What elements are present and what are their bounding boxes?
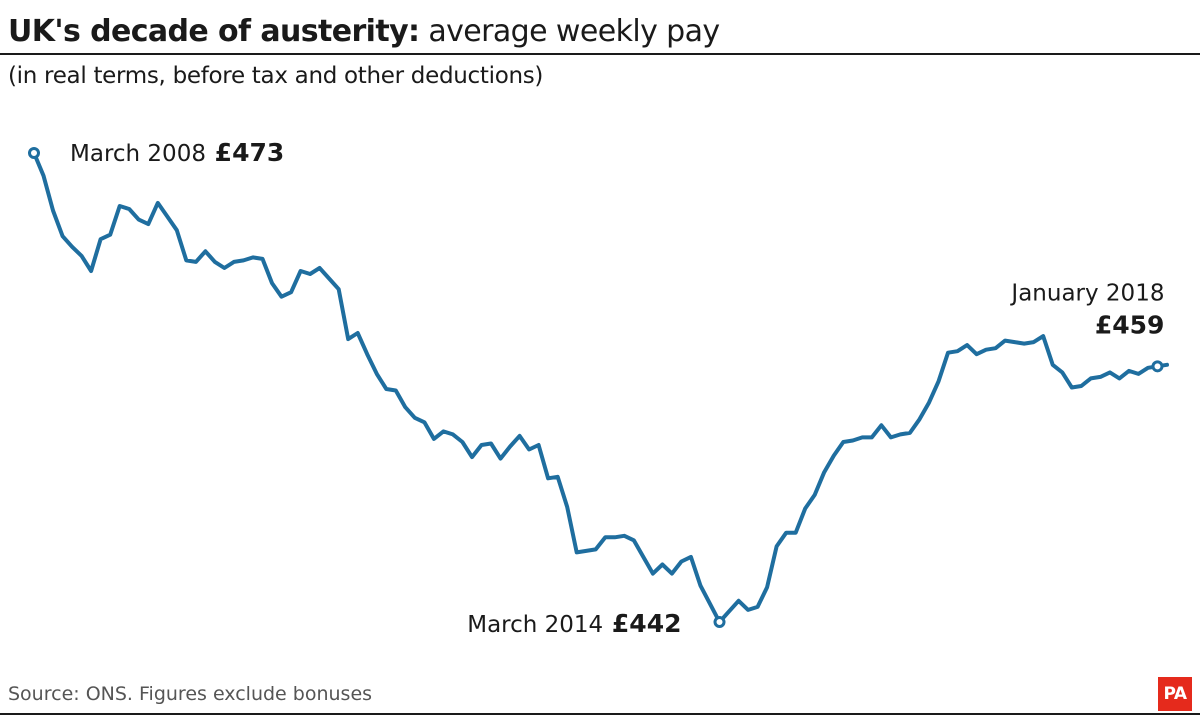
annotation-date: March 2008 (70, 141, 206, 167)
endpoint-marker (713, 616, 726, 628)
title-bold: UK's decade of austerity: (8, 14, 420, 49)
annotation-value: £442 (603, 609, 681, 638)
footer-rule (0, 713, 1200, 715)
annotation-date: January 2018 (1009, 280, 1164, 306)
pa-logo: PA (1158, 677, 1192, 711)
annotation-value: £473 (206, 138, 284, 167)
annotation-value: £459 (1095, 310, 1165, 339)
series-line (32, 151, 1169, 624)
endpoint-marker (1151, 360, 1164, 373)
point-annotation: March 2014 £442 (467, 609, 681, 638)
chart-title: UK's decade of austerity: average weekly… (8, 12, 720, 52)
title-rule (0, 53, 1200, 55)
endpoint-marker (28, 147, 40, 159)
annotation-date: March 2014 (467, 612, 603, 638)
title-light: average weekly pay (419, 14, 720, 49)
chart-subtitle: (in real terms, before tax and other ded… (8, 63, 544, 89)
point-annotation: January 2018 £459 (1009, 280, 1164, 339)
point-annotation: March 2008 £473 (70, 138, 284, 167)
source-note: Source: ONS. Figures exclude bonuses (8, 683, 373, 705)
